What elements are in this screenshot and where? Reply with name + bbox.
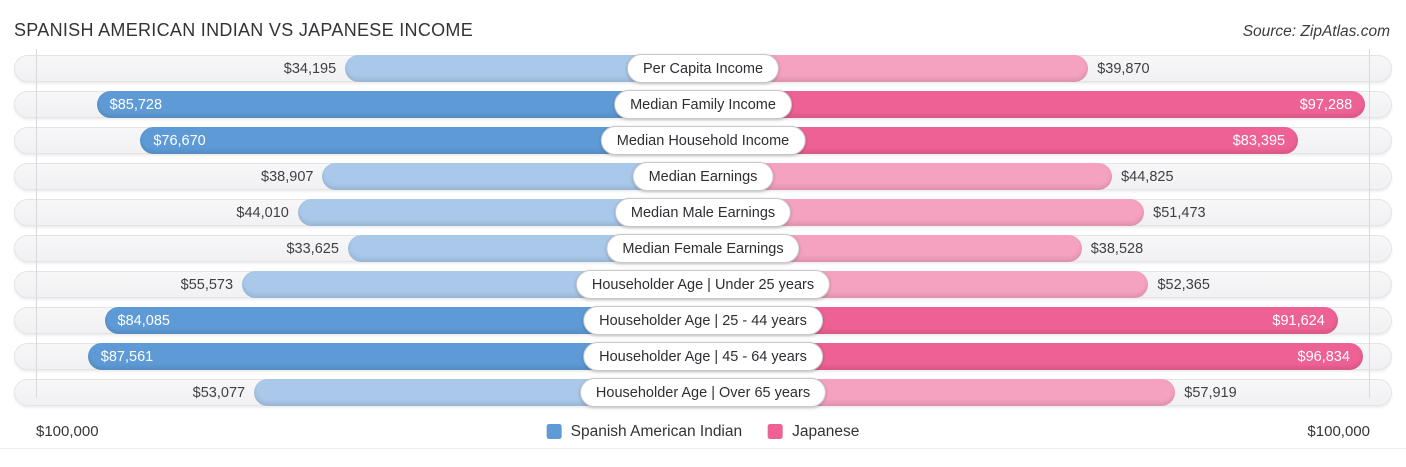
chart-row: $76,670 $83,395 Median Household Income <box>14 126 1392 155</box>
value-label-left: $84,085 <box>117 312 170 329</box>
chart-row: $84,085 $91,624 Householder Age | 25 - 44 … <box>14 306 1392 335</box>
legend-label: Japanese <box>792 422 860 440</box>
source-attribution: Source: ZipAtlas.com <box>1242 23 1390 40</box>
value-label-left: $87,561 <box>100 348 154 365</box>
value-label-right: $96,834 <box>1297 348 1350 365</box>
value-label-right: $44,825 <box>1121 168 1174 185</box>
value-label-right: $52,365 <box>1157 276 1210 293</box>
value-label-right: $51,473 <box>1153 204 1206 221</box>
category-label: Median Female Earnings <box>606 234 800 263</box>
category-label: Householder Age | Over 65 years <box>579 378 827 407</box>
chart-row: $38,907 $44,825 Median Earnings <box>14 162 1392 191</box>
chart-row: $87,561 $96,834 Householder Age | 45 - 64 … <box>14 342 1392 371</box>
category-label: Householder Age | Under 25 years <box>575 270 831 299</box>
chart-rows: $34,195 $39,870 Per Capita Income $85,728 $9… <box>0 54 1406 407</box>
value-label-left: $33,625 <box>286 240 339 257</box>
category-label: Median Family Income <box>614 90 792 119</box>
chart-row: $44,010 $51,473 Median Male Earnings <box>14 198 1392 227</box>
value-label-left: $34,195 <box>283 60 337 77</box>
chart-footer: $100,000 Spanish American Indian Japanese… <box>0 415 1406 449</box>
bar-spanish-american-indian: $85,728 <box>96 91 703 118</box>
value-label-left: $76,670 <box>153 132 206 149</box>
value-label-left: $38,907 <box>261 168 314 185</box>
value-label-right: $38,528 <box>1090 240 1144 257</box>
axis-max-label-left: $100,000 <box>36 423 99 440</box>
category-label: Median Household Income <box>600 126 806 155</box>
chart-row: $34,195 $39,870 Per Capita Income <box>14 54 1392 83</box>
value-label-right: $97,288 <box>1299 96 1353 113</box>
value-label-left: $55,573 <box>180 276 234 293</box>
value-label-left: $44,010 <box>236 204 289 221</box>
value-label-right: $39,870 <box>1097 60 1150 77</box>
value-label-left: $85,728 <box>109 96 163 113</box>
value-label-right: $91,624 <box>1272 312 1325 329</box>
value-label-right: $57,919 <box>1184 384 1237 401</box>
chart-row: $85,728 $97,288 Median Family Income <box>14 90 1392 119</box>
chart-row: $53,077 $57,919 Householder Age | Over 65 … <box>14 378 1392 407</box>
legend-item: Spanish American Indian <box>546 422 743 441</box>
legend-swatch-icon <box>768 424 784 439</box>
value-label-left: $53,077 <box>192 384 246 401</box>
gridline-left-max <box>36 49 37 398</box>
legend-item: Japanese <box>768 423 859 441</box>
chart-header: SPANISH AMERICAN INDIAN VS JAPANESE INCO… <box>0 0 1406 41</box>
bar-japanese: $97,288 <box>703 91 1366 118</box>
category-label: Householder Age | 25 - 44 years <box>583 306 823 335</box>
category-label: Per Capita Income <box>626 54 780 83</box>
axis-max-label-right: $100,000 <box>1307 423 1370 440</box>
category-label: Median Male Earnings <box>614 198 792 227</box>
chart-row: $33,625 $38,528 Median Female Earnings <box>14 234 1392 263</box>
gridline-right-max <box>1369 49 1370 398</box>
category-label: Median Earnings <box>632 162 774 191</box>
legend: Spanish American Indian Japanese <box>546 422 859 441</box>
page-title: SPANISH AMERICAN INDIAN VS JAPANESE INCO… <box>14 20 474 40</box>
legend-swatch-icon <box>546 424 562 439</box>
value-label-right: $83,395 <box>1232 132 1286 149</box>
chart-row: $55,573 $52,365 Householder Age | Under 25… <box>14 270 1392 299</box>
legend-label: Spanish American Indian <box>570 422 743 440</box>
category-label: Householder Age | 45 - 64 years <box>583 342 823 371</box>
chart-area: $34,195 $39,870 Per Capita Income $85,728 $9… <box>0 49 1406 407</box>
